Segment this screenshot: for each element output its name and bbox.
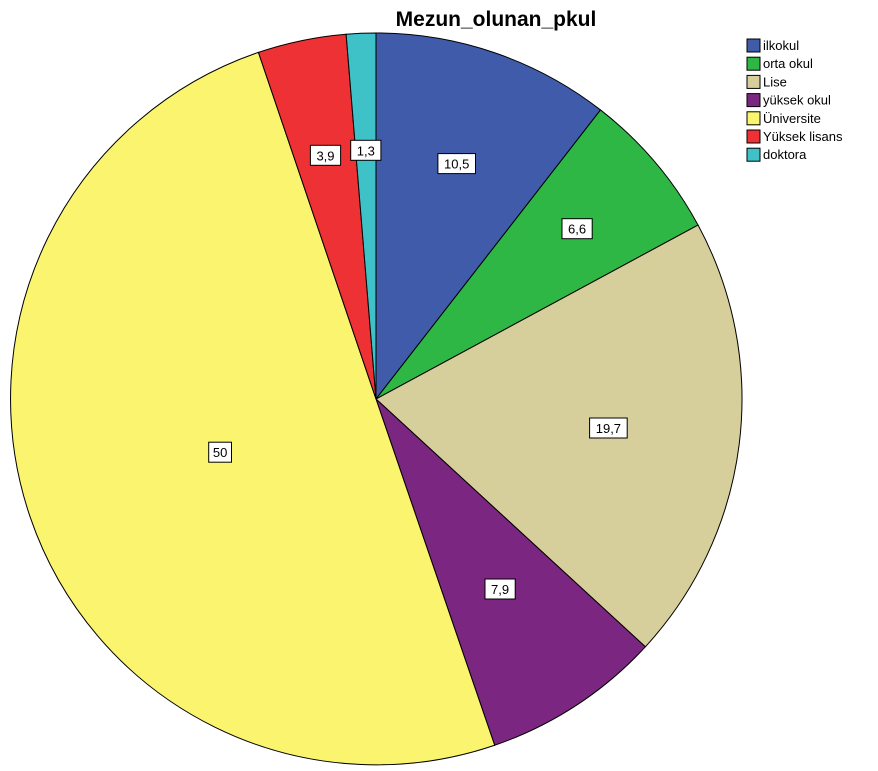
data-label-lise: 19,7	[589, 417, 628, 439]
data-label-value: 10,5	[444, 157, 469, 172]
legend-swatch	[746, 111, 761, 126]
data-label-box	[350, 139, 382, 161]
legend-label: ilkokul	[763, 38, 799, 53]
legend-label: doktora	[763, 147, 807, 162]
data-label-box	[309, 144, 342, 166]
pie-slice-ilkokul	[375, 32, 602, 401]
data-label-box	[561, 218, 593, 240]
data-label-box	[208, 441, 232, 463]
pie-slice-universite	[10, 51, 496, 766]
pie-slice-doktora	[345, 32, 377, 400]
pie-slice-orta-okul	[375, 109, 699, 400]
data-label-yuksek-okul: 7,9	[484, 578, 516, 600]
pie-slice-lise	[375, 224, 743, 648]
pie-slices	[10, 32, 743, 766]
legend-item-doktora: doktora	[746, 147, 807, 162]
data-label-box	[437, 153, 476, 175]
data-label-value: 50	[213, 445, 227, 460]
legend: ilkokul orta okul Lise yüksek okul Üniversit…	[746, 38, 843, 162]
data-label-box	[589, 417, 628, 439]
legend-swatch	[746, 74, 761, 89]
legend-item-orta-okul: orta okul	[746, 56, 813, 71]
data-label-value: 7,9	[491, 582, 509, 597]
data-label-orta-okul: 6,6	[561, 218, 593, 240]
data-label-doktora: 1,3	[350, 139, 382, 161]
legend-swatch	[746, 147, 761, 162]
data-labels: 10,5 6,6 19,7 7,9 50 3,9 1,3	[208, 139, 628, 600]
legend-swatch	[746, 93, 761, 108]
legend-label: Yüksek lisans	[763, 129, 843, 144]
legend-label: yüksek okul	[763, 93, 831, 108]
legend-label: Lise	[763, 74, 787, 89]
data-label-value: 19,7	[596, 421, 621, 436]
data-label-universite: 50	[208, 441, 232, 463]
legend-item-universite: Üniversite	[746, 111, 821, 126]
data-label-yuksek-lisans: 3,9	[309, 144, 342, 166]
legend-item-yuksek-lisans: Yüksek lisans	[746, 129, 843, 144]
data-label-value: 6,6	[568, 222, 586, 237]
data-label-value: 3,9	[316, 148, 334, 163]
chart-title: Mezun_olunan_pkul	[396, 8, 597, 31]
legend-swatch	[746, 38, 761, 53]
data-label-box	[484, 578, 516, 600]
legend-swatch	[746, 129, 761, 144]
legend-item-ilkokul: ilkokul	[746, 38, 799, 53]
pie-slice-yuksek-okul	[375, 398, 647, 746]
legend-item-yuksek-okul: yüksek okul	[746, 93, 831, 108]
data-label-ilkokul: 10,5	[437, 153, 476, 175]
legend-label: orta okul	[763, 56, 813, 71]
legend-label: Üniversite	[763, 111, 821, 126]
data-label-value: 1,3	[357, 143, 375, 158]
legend-item-lise: Lise	[746, 74, 787, 89]
legend-swatch	[746, 56, 761, 71]
